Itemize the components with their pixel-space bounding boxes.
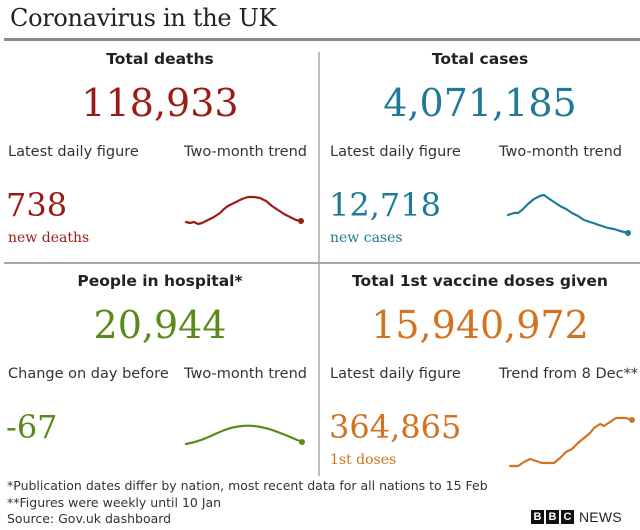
bbc-logo-letter: B xyxy=(546,510,559,524)
vaccine-sparkline xyxy=(508,416,635,468)
trend-label: Two-month trend xyxy=(184,366,308,382)
latest-daily-label: Latest daily figure xyxy=(8,144,139,160)
latest-vaccine-sublabel: 1st doses xyxy=(330,452,397,468)
trend-label: Two-month trend xyxy=(499,144,623,160)
change-on-day-label: Change on day before xyxy=(8,366,169,382)
trend-label: Two-month trend xyxy=(184,144,308,160)
total-deaths-value: 118,933 xyxy=(81,81,239,125)
vaccine-total-value: 15,940,972 xyxy=(371,303,589,347)
source-credit: Source: Gov.uk dashboard xyxy=(7,511,172,526)
panel-title: People in hospital* xyxy=(77,272,243,290)
latest-cases-value: 12,718 xyxy=(329,186,441,224)
panel-title: Total deaths xyxy=(106,50,214,68)
deaths-sparkline xyxy=(184,195,304,226)
page-title: Coronavirus in the UK xyxy=(10,4,277,32)
panel-total-deaths: Total deaths 118,933 Latest daily figure… xyxy=(0,44,320,254)
latest-vaccine-value: 364,865 xyxy=(329,408,462,446)
latest-deaths-sublabel: new deaths xyxy=(8,230,90,246)
hospital-sparkline xyxy=(184,424,305,446)
panel-title: Total 1st vaccine doses given xyxy=(352,272,608,290)
hospital-change-value: -67 xyxy=(6,408,58,446)
panel-total-vaccine-doses: Total 1st vaccine doses given 15,940,972… xyxy=(320,266,640,476)
vertical-divider xyxy=(318,52,320,476)
panel-total-cases: Total cases 4,071,185 Latest daily figur… xyxy=(320,44,640,254)
footnote-publication-dates: *Publication dates differ by nation, mos… xyxy=(7,478,488,493)
latest-daily-label: Latest daily figure xyxy=(330,366,461,382)
hospital-total-value: 20,944 xyxy=(93,303,227,347)
trend-label: Trend from 8 Dec** xyxy=(499,366,639,382)
bbc-news-logo: B B C NEWS xyxy=(531,509,622,525)
latest-daily-label: Latest daily figure xyxy=(330,144,461,160)
horizontal-divider xyxy=(4,262,640,264)
panel-title: Total cases xyxy=(431,50,529,68)
bbc-logo-letter: C xyxy=(561,510,574,524)
latest-cases-sublabel: new cases xyxy=(330,230,403,246)
bbc-logo-letter: B xyxy=(531,510,544,524)
latest-deaths-value: 738 xyxy=(6,186,68,224)
total-cases-value: 4,071,185 xyxy=(383,81,577,125)
bbc-news-wordmark: NEWS xyxy=(579,509,622,525)
panel-people-in-hospital: People in hospital* 20,944 Change on day… xyxy=(0,266,320,476)
cases-sparkline xyxy=(506,193,631,236)
footer-notes: *Publication dates differ by nation, mos… xyxy=(7,478,488,528)
title-rule xyxy=(4,38,640,41)
footnote-weekly-figures: **Figures were weekly until 10 Jan xyxy=(7,494,222,510)
